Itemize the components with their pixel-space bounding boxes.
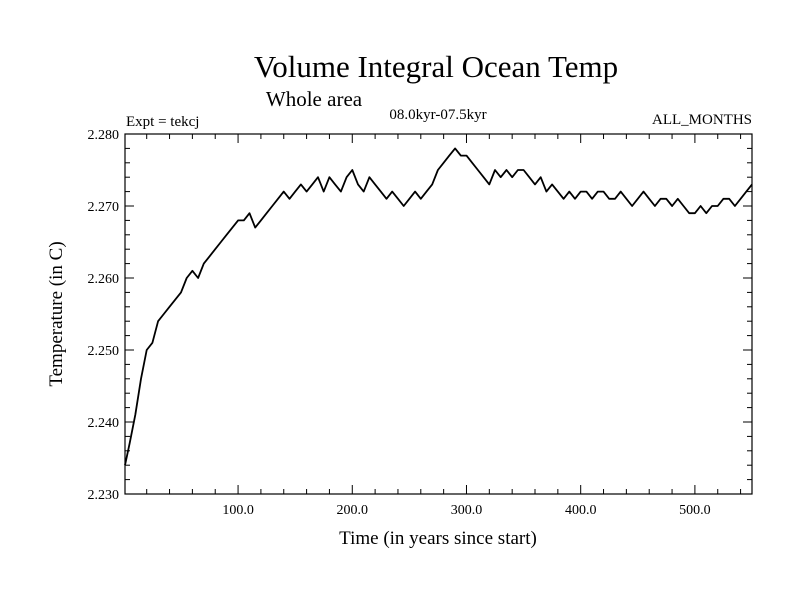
x-tick-label: 100.0 [222,503,254,518]
x-tick-label: 400.0 [565,503,597,518]
axis-ticks [125,133,752,495]
y-tick-label: 2.240 [88,416,120,431]
y-tick-label: 2.270 [88,200,120,215]
chart-subtitle: Whole area [266,87,363,111]
y-axis-label: Temperature (in C) [46,241,67,386]
months-label: ALL_MONTHS [652,112,752,128]
y-tick-label: 2.250 [88,344,120,359]
x-tick-label: 200.0 [337,503,369,518]
period-label: 08.0kyr-07.5kyr [389,107,486,123]
y-tick-label: 2.260 [88,272,120,287]
x-tick-label: 500.0 [679,503,711,518]
x-tick-label: 300.0 [451,503,483,518]
chart-title: Volume Integral Ocean Temp [254,49,618,84]
series-line [124,147,753,466]
plot-area-frame [124,133,753,495]
experiment-label: Expt = tekcj [126,114,199,130]
y-tick-label: 2.230 [88,488,120,503]
axis-tick-labels: 100.0 200.0 300.0 400.0 500.0 2.230 2.240 2.250… [88,128,711,518]
y-tick-label: 2.280 [88,128,120,143]
x-axis-label: Time (in years since start) [339,528,537,549]
